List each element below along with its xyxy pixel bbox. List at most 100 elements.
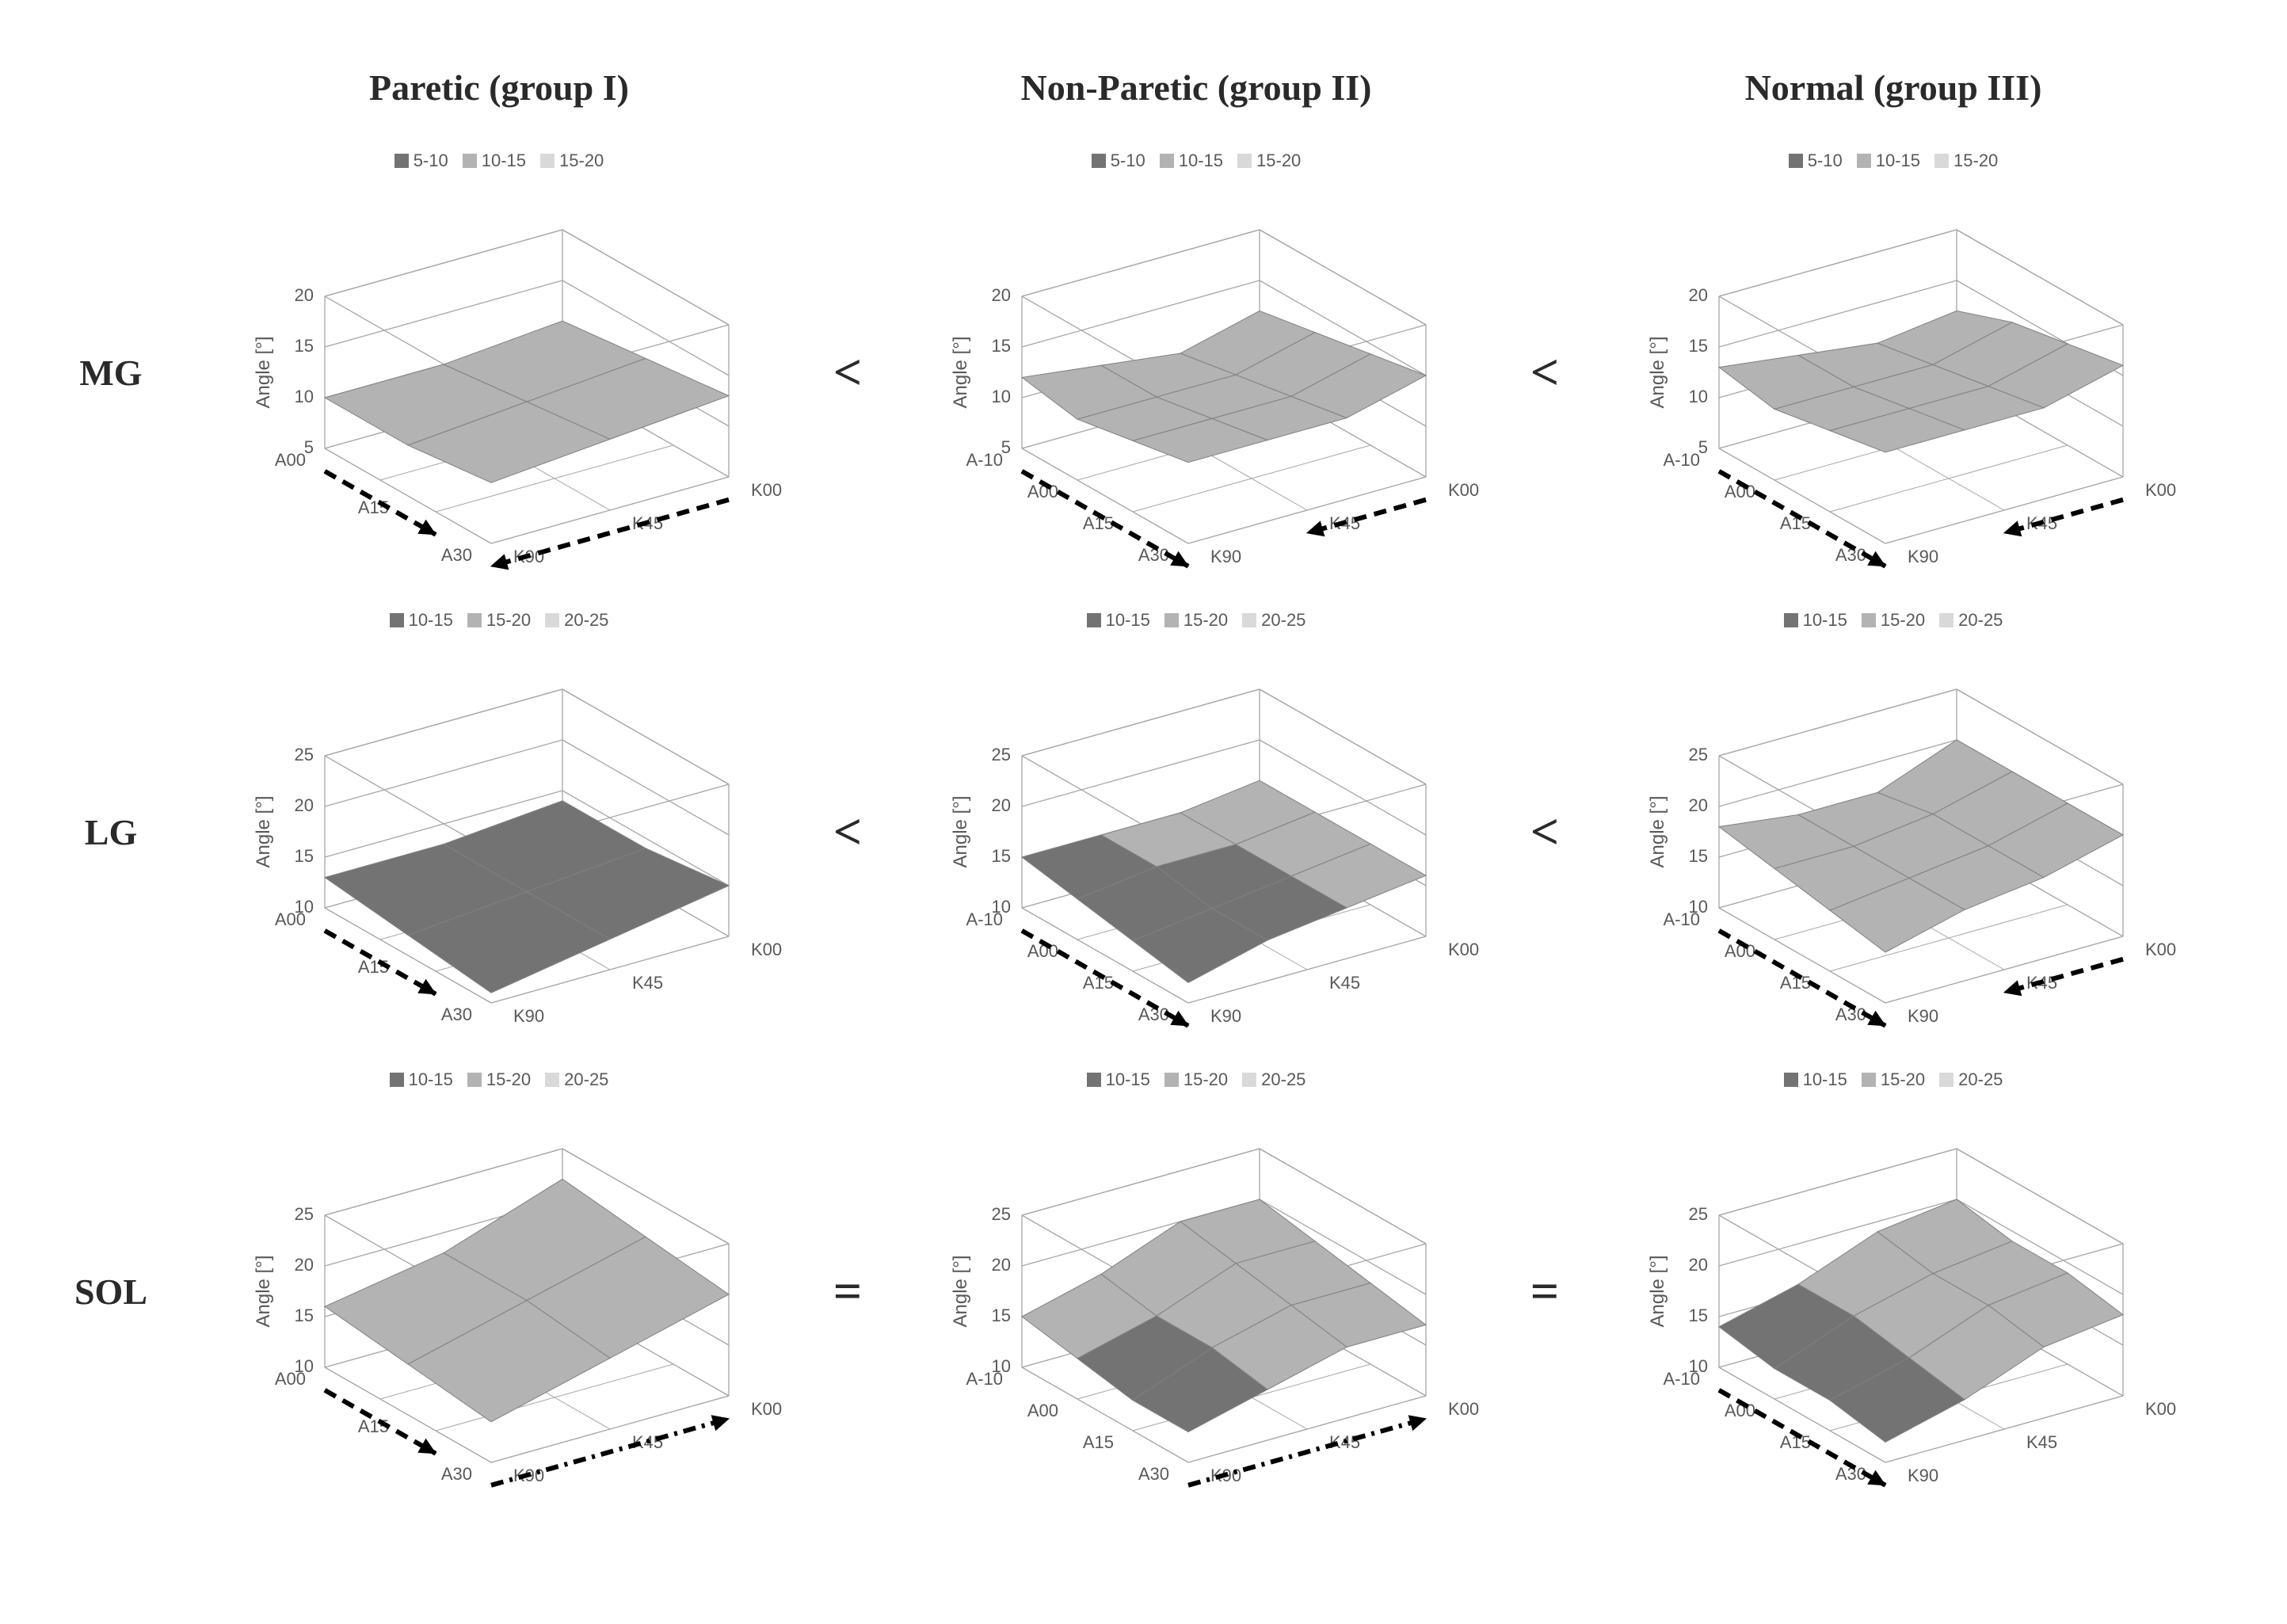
svg-text:A-10: A-10 [966, 909, 1003, 929]
surface-plot: 10152025Angle [°]A-10A00A15A30K00K45K90 [1608, 646, 2178, 995]
svg-text:A-10: A-10 [1664, 450, 1700, 470]
legend-swatch-icon [1242, 613, 1256, 627]
svg-text:A-10: A-10 [966, 1369, 1003, 1389]
svg-text:20: 20 [992, 285, 1011, 305]
comparator-sol-2: = [1530, 1262, 1559, 1321]
svg-text:Angle [°]: Angle [°] [950, 796, 971, 868]
col-header-nonparetic: Non-Paretic (group II) [1021, 67, 1372, 109]
svg-text:15: 15 [295, 846, 314, 866]
svg-text:15: 15 [295, 336, 314, 356]
legend-item: 20-25 [545, 1069, 608, 1090]
svg-text:K90: K90 [1210, 1006, 1241, 1026]
svg-text:25: 25 [295, 745, 314, 764]
cell-mg-normal: 5-1010-1515-205101520Angle [°]A-10A00A15… [1584, 143, 2202, 602]
svg-text:Angle [°]: Angle [°] [950, 337, 971, 409]
legend-swatch-icon [545, 613, 559, 627]
legend-item: 15-20 [1164, 1069, 1228, 1090]
svg-text:A00: A00 [1027, 1401, 1058, 1420]
legend-swatch-icon [390, 613, 404, 627]
row-label-lg: LG [85, 811, 137, 853]
svg-text:Angle [°]: Angle [°] [1647, 796, 1668, 868]
legend-swatch-icon [395, 154, 409, 168]
legend-item: 15-20 [467, 1069, 531, 1090]
legend-label: 10-15 [1179, 151, 1223, 171]
legend-swatch-icon [1164, 613, 1179, 627]
legend-swatch-icon [540, 154, 555, 168]
svg-text:K90: K90 [513, 1006, 544, 1026]
svg-text:A30: A30 [1138, 1464, 1169, 1484]
legend-swatch-icon [1087, 613, 1101, 627]
svg-text:K90: K90 [1210, 547, 1241, 566]
svg-text:A00: A00 [275, 450, 306, 470]
svg-text:K90: K90 [1908, 547, 1938, 566]
col-header-paretic: Paretic (group I) [369, 67, 629, 109]
svg-text:20: 20 [295, 285, 314, 305]
svg-text:Angle [°]: Angle [°] [253, 796, 274, 868]
legend-swatch-icon [1784, 613, 1798, 627]
svg-text:20: 20 [992, 795, 1011, 815]
svg-text:15: 15 [992, 1306, 1011, 1325]
svg-text:10: 10 [295, 387, 314, 406]
legend-item: 10-15 [1857, 151, 1920, 171]
svg-text:K00: K00 [1448, 940, 1479, 959]
legend-swatch-icon [1939, 1073, 1953, 1087]
surface-plot: 5101520Angle [°]A-10A00A15A30K00K45K90 [1608, 187, 2178, 536]
svg-text:25: 25 [992, 1204, 1011, 1224]
legend: 5-10 10-15 15-20 [395, 151, 604, 171]
svg-text:A30: A30 [441, 1005, 472, 1024]
legend-label: 15-20 [1881, 1069, 1925, 1090]
comparator-lg-1: < [833, 802, 862, 861]
cell-sol-paretic: 10-1515-2020-2510152025Angle [°]A00A15A3… [190, 1062, 808, 1521]
legend-item: 10-15 [1784, 610, 1847, 631]
surface-plot: 5101520Angle [°]A00A15A30K00K45K90 [214, 187, 784, 536]
svg-text:20: 20 [295, 795, 314, 815]
svg-text:K00: K00 [751, 940, 782, 959]
svg-text:K00: K00 [2145, 940, 2176, 959]
legend-item: 20-25 [1939, 610, 2003, 631]
col-header-normal: Normal (group III) [1745, 67, 2042, 109]
comparator-mg-1: < [833, 343, 862, 402]
svg-text:K45: K45 [2026, 1432, 2057, 1452]
surface-plot: 5101520Angle [°]A-10A00A15A30K00K45K90 [911, 187, 1481, 536]
svg-text:Angle [°]: Angle [°] [1647, 337, 1668, 409]
svg-text:15: 15 [992, 846, 1011, 866]
svg-text:A00: A00 [275, 1369, 306, 1389]
legend-swatch-icon [467, 613, 482, 627]
legend-label: 20-25 [1261, 1069, 1305, 1090]
cell-mg-paretic: 5-1010-1515-205101520Angle [°]A00A15A30K… [190, 143, 808, 602]
cell-lg-paretic: 10-1515-2020-2510152025Angle [°]A00A15A3… [190, 602, 808, 1062]
svg-text:A-10: A-10 [1664, 1369, 1700, 1389]
legend-item: 20-25 [1242, 610, 1305, 631]
legend-item: 15-20 [540, 151, 604, 171]
svg-text:25: 25 [1689, 745, 1708, 764]
legend-swatch-icon [1092, 154, 1106, 168]
legend-item: 15-20 [1862, 610, 1925, 631]
legend-item: 20-25 [1242, 1069, 1305, 1090]
legend-label: 20-25 [564, 610, 608, 631]
legend-item: 15-20 [1934, 151, 1998, 171]
panel-grid: Paretic (group I) Non-Paretic (group II)… [32, 32, 2255, 1521]
legend-item: 10-15 [463, 151, 526, 171]
legend-label: 10-15 [409, 1069, 453, 1090]
legend-swatch-icon [1087, 1073, 1101, 1087]
row-label-mg: MG [79, 352, 142, 394]
cell-mg-nonparetic: 5-1010-1515-205101520Angle [°]A-10A00A15… [887, 143, 1505, 602]
surface-plot: 10152025Angle [°]A00A15A30K00K45K90 [214, 1106, 784, 1454]
svg-text:Angle [°]: Angle [°] [950, 1256, 971, 1328]
legend-label: 15-20 [1184, 1069, 1228, 1090]
svg-text:K00: K00 [2145, 1399, 2176, 1419]
surface-plot: 10152025Angle [°]A00A15A30K00K45K90 [214, 646, 784, 995]
legend-swatch-icon [1164, 1073, 1179, 1087]
legend-item: 10-15 [1784, 1069, 1847, 1090]
legend-label: 5-10 [414, 151, 448, 171]
legend-item: 10-15 [390, 610, 453, 631]
legend-swatch-icon [467, 1073, 482, 1087]
svg-text:K90: K90 [1908, 1466, 1938, 1485]
svg-text:10: 10 [1689, 387, 1708, 406]
svg-text:25: 25 [295, 1204, 314, 1224]
legend: 5-1010-1515-20 [1092, 151, 1302, 171]
svg-text:Angle [°]: Angle [°] [253, 337, 274, 409]
legend-label: 10-15 [482, 151, 526, 171]
svg-text:20: 20 [295, 1255, 314, 1275]
svg-text:10: 10 [992, 387, 1011, 406]
